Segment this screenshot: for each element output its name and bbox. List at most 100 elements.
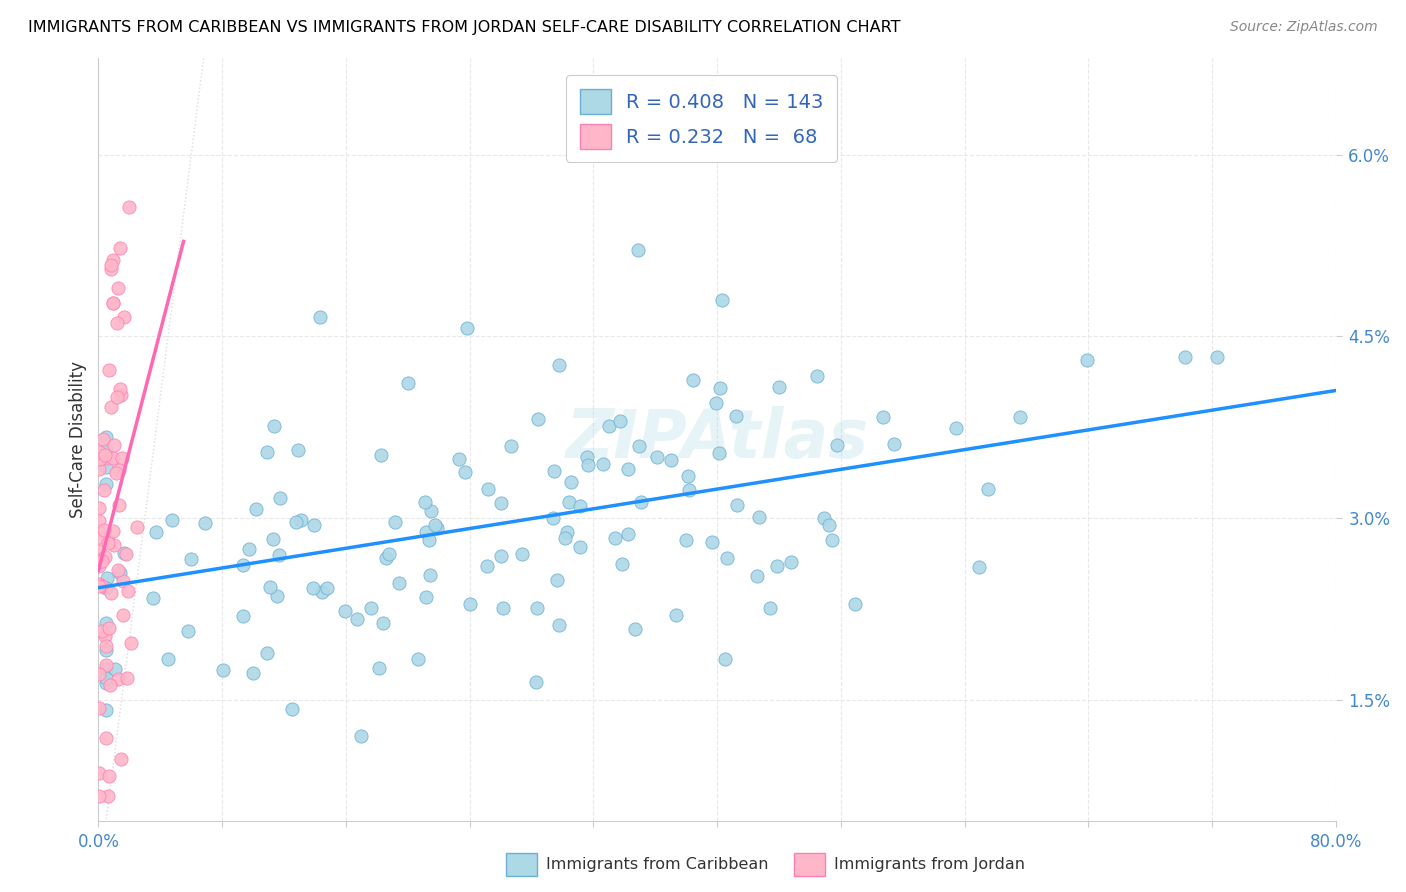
Point [232, 609, 254, 624]
Point [624, 622, 647, 636]
Point [259, 580, 281, 594]
Point [555, 524, 578, 539]
Point [977, 483, 1000, 497]
Point [94, 448, 117, 462]
Point [110, 388, 132, 402]
Point [575, 450, 598, 464]
Point [89, 553, 111, 567]
Point [96, 671, 118, 685]
Point [96, 571, 118, 585]
Point [592, 457, 614, 471]
Point [117, 584, 139, 599]
Point [115, 547, 138, 561]
Point [475, 558, 498, 573]
Point [707, 446, 730, 460]
Point [280, 702, 302, 716]
Point [112, 546, 135, 560]
Point [458, 597, 481, 611]
Point [1174, 350, 1197, 364]
Point [89, 700, 111, 714]
Point [101, 451, 124, 466]
Point [232, 558, 254, 573]
Point [90, 554, 112, 568]
Point [316, 581, 339, 595]
Point [827, 437, 849, 451]
Point [821, 533, 844, 548]
Point [112, 310, 135, 324]
Point [180, 552, 202, 566]
Point [111, 607, 134, 622]
Point [96, 582, 118, 596]
Point [93, 483, 115, 497]
Point [89, 579, 111, 593]
Point [100, 258, 122, 272]
Point [97, 451, 120, 466]
Point [103, 438, 125, 452]
Point [779, 555, 801, 569]
Point [491, 495, 513, 509]
Point [489, 549, 512, 563]
Point [745, 569, 768, 583]
Point [118, 200, 141, 214]
Point [110, 241, 132, 255]
Point [96, 662, 118, 676]
Point [374, 550, 396, 565]
Point [418, 533, 440, 547]
Point [96, 703, 118, 717]
Point [413, 495, 436, 509]
Point [108, 566, 131, 580]
Point [346, 612, 368, 626]
Point [263, 532, 285, 546]
Point [96, 443, 118, 458]
Point [89, 514, 111, 528]
Point [269, 491, 291, 505]
Point [360, 601, 382, 615]
Point [477, 482, 499, 496]
Point [100, 401, 122, 415]
Point [89, 766, 111, 780]
Point [872, 410, 894, 425]
Point [415, 524, 437, 539]
Point [388, 576, 411, 591]
Point [96, 615, 118, 630]
Point [101, 295, 124, 310]
Point [373, 615, 395, 630]
Point [89, 452, 111, 467]
Point [546, 573, 568, 587]
Text: Immigrants from Caribbean: Immigrants from Caribbean [546, 857, 768, 871]
Point [541, 510, 564, 524]
Point [89, 555, 111, 569]
Point [89, 667, 111, 681]
Point [287, 442, 309, 457]
Text: ZIPAtlas: ZIPAtlas [565, 407, 869, 472]
Point [98, 677, 121, 691]
Point [716, 551, 738, 566]
Point [256, 646, 278, 660]
Legend: R = 0.408   N = 143, R = 0.232   N =  68: R = 0.408 N = 143, R = 0.232 N = 68 [567, 75, 837, 162]
Point [110, 752, 132, 766]
Point [704, 396, 727, 410]
Point [97, 789, 120, 804]
Point [617, 527, 640, 541]
Point [267, 548, 290, 562]
Point [304, 518, 326, 533]
Point [125, 520, 148, 534]
Point [104, 662, 127, 676]
Point [368, 661, 391, 675]
Point [630, 495, 652, 509]
Point [713, 651, 735, 665]
Point [177, 624, 200, 639]
Point [120, 636, 142, 650]
Point [456, 321, 478, 335]
Point [107, 280, 129, 294]
Point [548, 358, 571, 372]
Point [103, 538, 125, 552]
Point [547, 618, 569, 632]
Point [350, 729, 373, 743]
Point [945, 421, 967, 435]
Point [91, 432, 114, 446]
Point [242, 666, 264, 681]
Point [396, 376, 419, 390]
Point [526, 600, 548, 615]
Point [309, 310, 332, 324]
